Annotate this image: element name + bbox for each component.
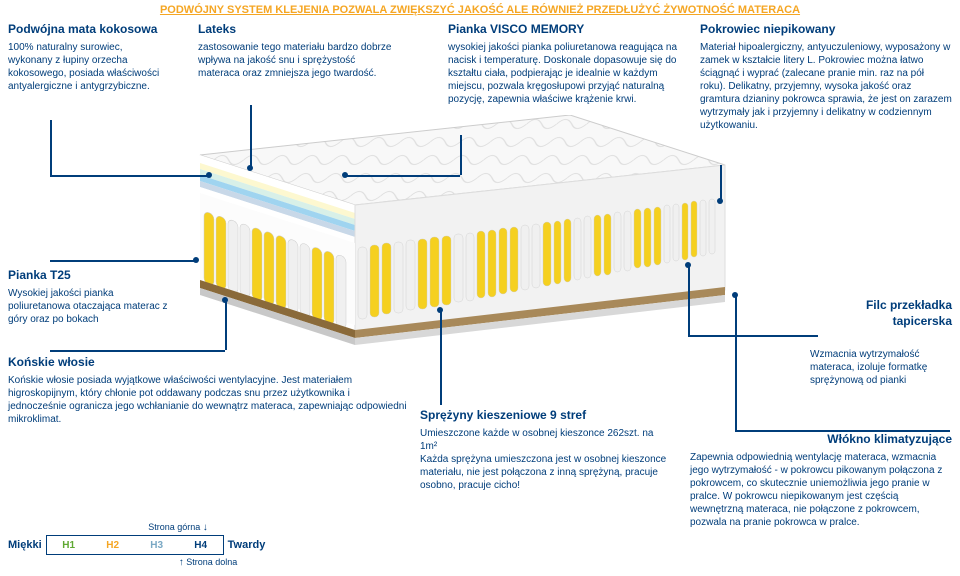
connector-dot — [206, 172, 212, 178]
connector-dot — [193, 257, 199, 263]
filc-desc: Wzmacnia wytrzymałość materaca, izoluje … — [810, 348, 952, 387]
section-sprezyny: Sprężyny kieszeniowe 9 stref Umieszczone… — [420, 408, 670, 492]
page-header: PODWÓJNY SYSTEM KLEJENIA POZWALA ZWIĘKSZ… — [0, 0, 960, 20]
hardness-bottom-label: ↑ Strona dolna — [128, 557, 288, 568]
t25-title: Pianka T25 — [8, 268, 168, 284]
connector-dot — [732, 292, 738, 298]
connector — [50, 175, 208, 177]
mattress-diagram — [170, 115, 730, 355]
sprezyny-title: Sprężyny kieszeniowe 9 stref — [420, 408, 670, 424]
section-filc: Filc przekładka tapicerska — [820, 298, 952, 332]
hardness-cells: H1 H2 H3 H4 — [46, 535, 224, 555]
section-visco: Pianka VISCO MEMORY wysokiej jakości pia… — [448, 22, 678, 106]
connector — [50, 260, 195, 262]
connector — [345, 175, 460, 177]
connector — [50, 350, 225, 352]
hardness-cell: H3 — [135, 536, 179, 554]
connector — [460, 135, 462, 175]
lateks-title: Lateks — [198, 22, 398, 38]
lateks-desc: zastosowanie tego materiału bardzo dobrz… — [198, 41, 398, 80]
connector — [250, 105, 252, 167]
connector-dot — [437, 307, 443, 313]
section-t25: Pianka T25 Wysokiej jakości pianka poliu… — [8, 268, 168, 326]
wlokno-desc: Zapewnia odpowiednią wentylację materaca… — [690, 451, 952, 529]
kokos-desc: 100% naturalny surowiec, wykonany z łupi… — [8, 41, 168, 93]
connector — [735, 430, 950, 432]
hardness-hard-label: Twardy — [228, 539, 266, 551]
connector — [720, 165, 722, 200]
hardness-cell: H1 — [47, 536, 91, 554]
connector-dot — [717, 198, 723, 204]
section-wlosie: Końskie włosie Końskie włosie posiada wy… — [8, 355, 408, 426]
pokrowiec-desc: Materiał hipoalergiczny, antyuczuleniowy… — [700, 41, 952, 132]
connector — [440, 310, 442, 405]
hardness-cell: H4 — [179, 536, 223, 554]
connector — [50, 120, 52, 175]
kokos-title: Podwójna mata kokosowa — [8, 22, 168, 38]
section-pokrowiec: Pokrowiec niepikowany Materiał hipoalerg… — [700, 22, 952, 132]
connector-dot — [222, 297, 228, 303]
hardness-scale: Strona górna ↓ Miękki H1 H2 H3 H4 Twardy… — [8, 522, 288, 568]
arrow-up-icon: ↑ — [179, 557, 184, 568]
connector — [688, 335, 818, 337]
hardness-top-label: Strona górna ↓ — [68, 522, 288, 533]
section-lateks: Lateks zastosowanie tego materiału bardz… — [198, 22, 398, 80]
section-kokos: Podwójna mata kokosowa 100% naturalny su… — [8, 22, 168, 93]
visco-title: Pianka VISCO MEMORY — [448, 22, 678, 38]
sprezyny-desc: Umieszczone każde w osobnej kieszonce 26… — [420, 427, 670, 492]
connector-dot — [247, 165, 253, 171]
connector — [225, 300, 227, 350]
connector-dot — [685, 262, 691, 268]
wlosie-desc: Końskie włosie posiada wyjątkowe właściw… — [8, 374, 408, 426]
connector-dot — [342, 172, 348, 178]
connector — [688, 265, 690, 335]
filc-title: Filc przekładka tapicerska — [820, 298, 952, 329]
arrow-down-icon: ↓ — [203, 522, 208, 533]
wlokno-title: Włókno klimatyzujące — [690, 432, 952, 448]
section-wlokno: Włókno klimatyzujące Zapewnia odpowiedni… — [690, 432, 952, 529]
t25-desc: Wysokiej jakości pianka poliuretanowa ot… — [8, 287, 168, 326]
pokrowiec-title: Pokrowiec niepikowany — [700, 22, 952, 38]
wlosie-title: Końskie włosie — [8, 355, 408, 371]
connector — [735, 295, 737, 430]
section-filc-desc: Wzmacnia wytrzymałość materaca, izoluje … — [810, 348, 952, 387]
visco-desc: wysokiej jakości pianka poliuretanowa re… — [448, 41, 678, 106]
hardness-cell: H2 — [91, 536, 135, 554]
hardness-soft-label: Miękki — [8, 539, 42, 551]
